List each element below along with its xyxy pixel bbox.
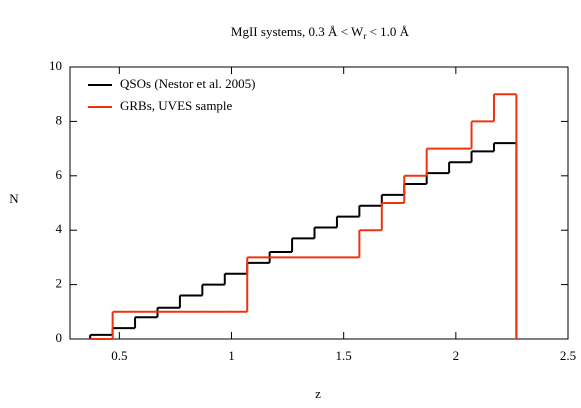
y-axis-label: N [9, 191, 19, 206]
legend-label: GRBs, UVES sample [120, 98, 233, 113]
y-tick-label: 8 [56, 112, 63, 127]
y-tick-label: 10 [49, 58, 62, 73]
x-tick-label: 1.5 [336, 348, 352, 363]
y-tick-label: 4 [56, 221, 63, 236]
legend-label: QSOs (Nestor et al. 2005) [120, 76, 255, 91]
x-tick-label: 1 [228, 348, 235, 363]
title-subscript: r [363, 31, 366, 41]
plot-frame [69, 66, 569, 340]
y-tick-label: 6 [56, 167, 63, 182]
y-tick-label: 0 [56, 330, 63, 345]
x-axis-label: z [315, 386, 321, 401]
title-part: < 1.0 Å [366, 24, 409, 39]
title-part: MgII systems, 0.3 Å < W [231, 24, 364, 39]
x-tick-label: 2 [453, 348, 460, 363]
chart-title: MgII systems, 0.3 Å < Wr < 1.0 Å [231, 24, 410, 41]
x-tick-label: 2.5 [560, 348, 576, 363]
x-tick-label: 0.5 [111, 348, 127, 363]
y-tick-label: 2 [56, 276, 63, 291]
